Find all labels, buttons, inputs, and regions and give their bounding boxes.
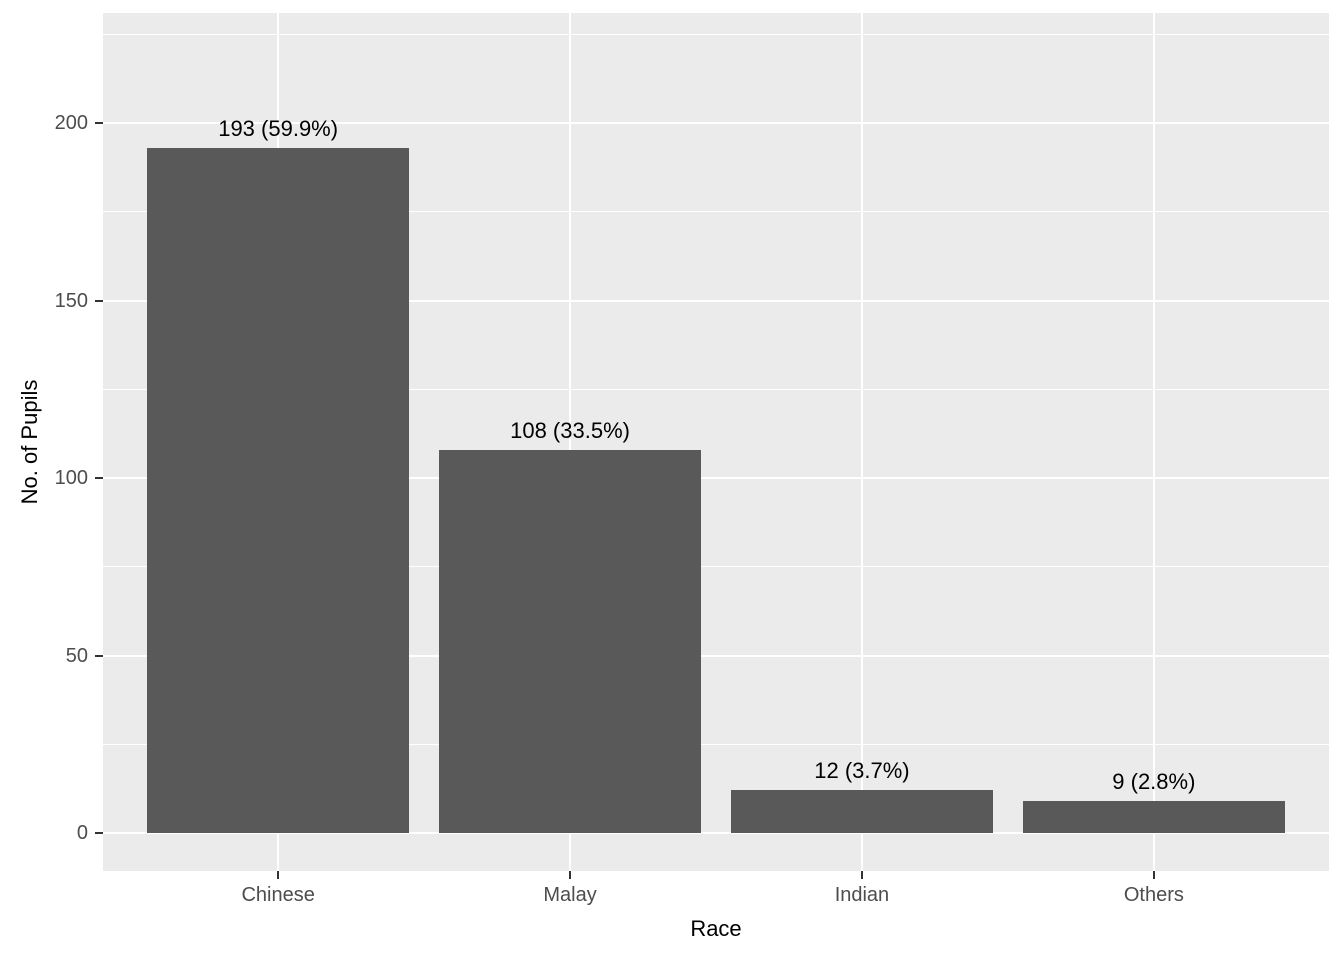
x-tick-label: Indian <box>834 884 890 906</box>
y-tick-label: 150 <box>54 289 88 312</box>
x-tick-mark <box>277 871 280 879</box>
major-gridline <box>103 832 1329 834</box>
x-tick-label: Malay <box>543 884 597 906</box>
x-tick-label: Chinese <box>241 884 315 906</box>
minor-gridline <box>103 33 1329 35</box>
major-gridline <box>103 477 1329 480</box>
bar-value-label: 9 (2.8%) <box>1112 769 1196 795</box>
minor-gridline <box>103 566 1329 568</box>
y-tick-mark <box>95 122 103 125</box>
x-tick-mark <box>1152 871 1155 879</box>
minor-gridline <box>103 388 1329 390</box>
y-tick-label: 100 <box>54 467 88 490</box>
y-tick-label: 0 <box>76 822 88 844</box>
bar-value-label: 193 (59.9%) <box>218 115 339 141</box>
major-gridline <box>103 299 1329 302</box>
major-gridline-vertical <box>1152 13 1155 871</box>
major-gridline-vertical <box>569 13 572 871</box>
bar-value-label: 12 (3.7%) <box>814 758 910 784</box>
y-tick-mark <box>95 654 103 657</box>
bar-value-label: 108 (33.5%) <box>510 417 630 443</box>
plot-panel: 193 (59.9%) 108 (33.5%) 12 (3.7%) 9 (2.8%) <box>103 13 1329 871</box>
x-axis-title: Race <box>690 916 742 941</box>
minor-gridline <box>103 743 1329 745</box>
x-tick-label: Others <box>1123 884 1184 906</box>
major-gridline <box>103 122 1329 125</box>
bar-others <box>1022 801 1286 833</box>
y-axis-title: No. of Pupils <box>17 379 42 505</box>
y-tick-label: 50 <box>65 644 88 667</box>
major-gridline-vertical <box>860 13 863 871</box>
y-tick-mark <box>95 832 103 834</box>
minor-gridline <box>103 211 1329 213</box>
x-tick-mark <box>860 871 863 879</box>
bar-indian <box>730 790 994 833</box>
y-tick-label: 200 <box>54 112 88 135</box>
y-tick-mark <box>95 299 103 302</box>
major-gridline <box>103 654 1329 657</box>
bar-malay <box>438 449 702 833</box>
y-tick-mark <box>95 477 103 480</box>
bar-chinese <box>146 147 410 833</box>
x-tick-mark <box>569 871 572 879</box>
